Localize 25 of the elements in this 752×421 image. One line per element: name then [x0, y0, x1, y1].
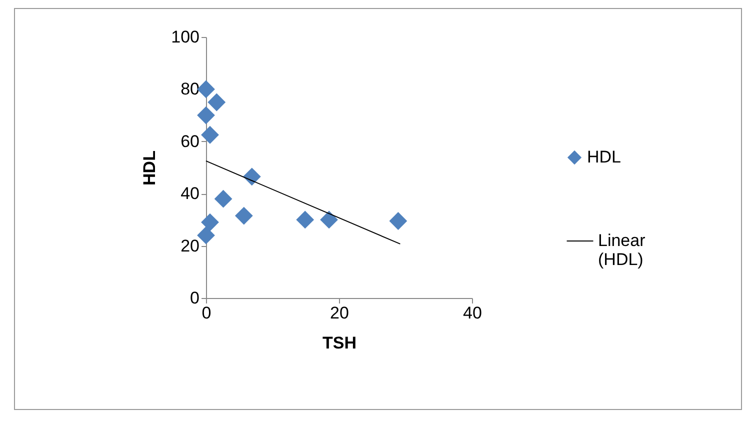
point [201, 126, 219, 144]
point [389, 212, 408, 230]
point [201, 213, 219, 232]
point [208, 93, 226, 112]
y-tick-label: 60 [180, 132, 200, 151]
x-tick-label: 0 [202, 304, 212, 322]
y-tick-label: 20 [180, 236, 200, 256]
point [296, 210, 314, 229]
point [320, 210, 338, 229]
point [214, 190, 232, 208]
y-tick-label: 0 [190, 288, 200, 308]
x-axis-title: TSH [322, 334, 356, 352]
point [242, 168, 261, 186]
y-tick-label: 40 [180, 184, 200, 204]
y-axis-title: HDL [140, 150, 160, 186]
point [197, 80, 215, 98]
x-tick-label: 20 [330, 304, 349, 322]
legend-label: HDL [587, 148, 622, 166]
y-tick-label: 100 [171, 28, 200, 46]
legend-label: Linear (HDL) [598, 231, 646, 269]
x-tick-label: 40 [463, 304, 482, 322]
y-tick-label: 80 [180, 80, 200, 99]
point [234, 206, 253, 225]
point [197, 226, 215, 244]
point [197, 106, 215, 124]
